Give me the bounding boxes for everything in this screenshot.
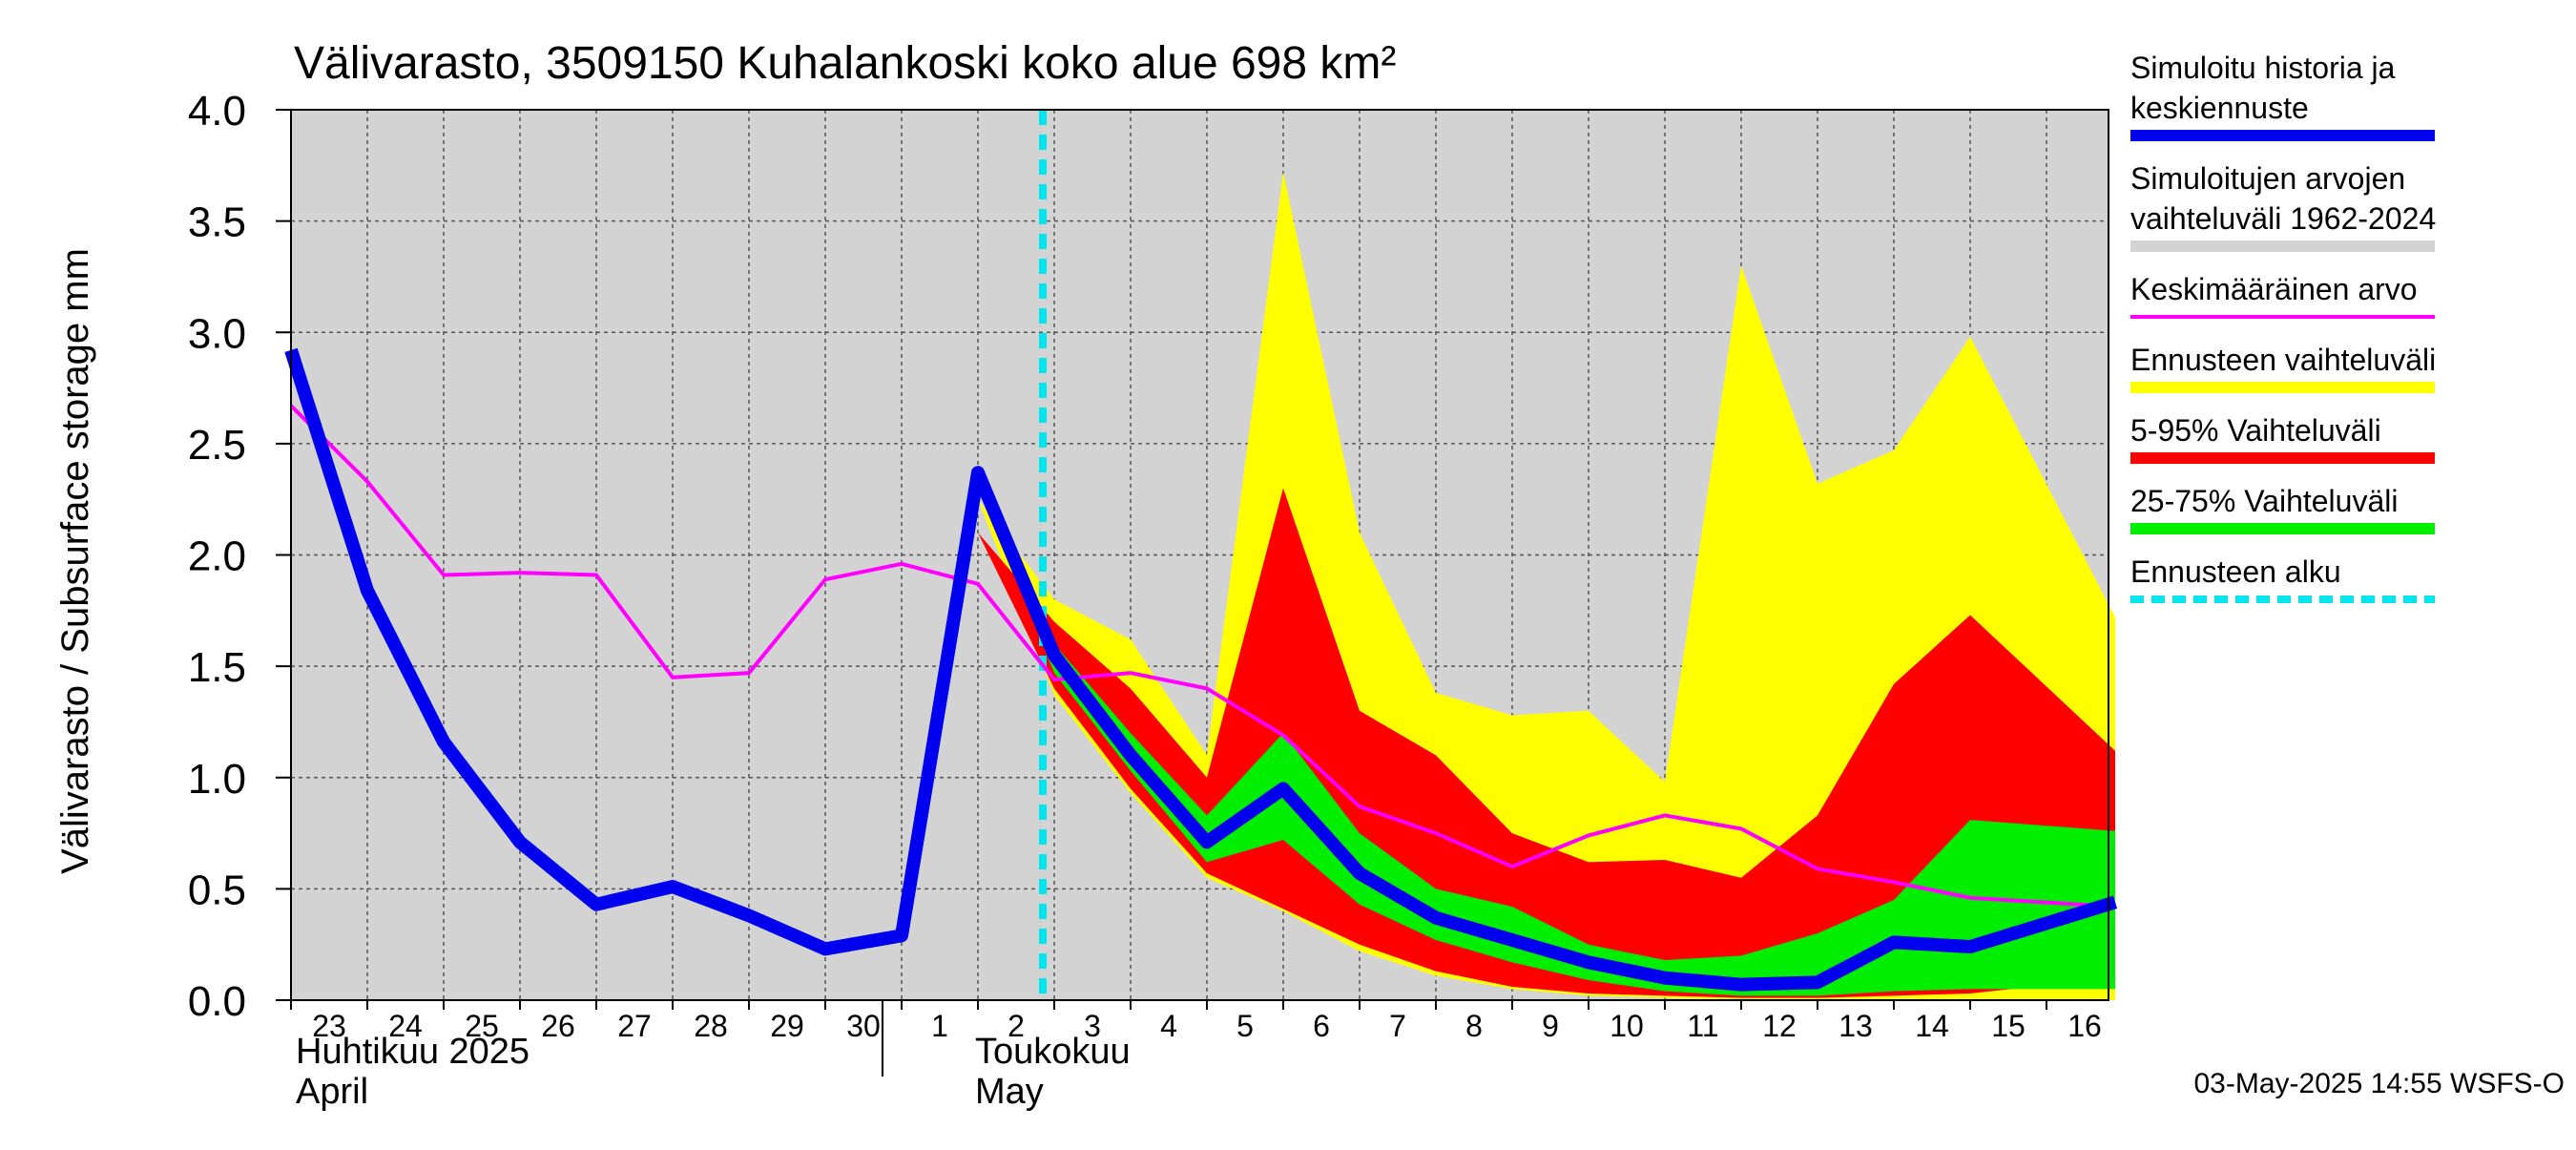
x-tick-label: 1: [931, 1009, 948, 1043]
x-tick-label: 16: [2067, 1009, 2102, 1043]
y-axis-label: Välivarasto / Subsurface storage mm: [54, 248, 96, 874]
legend-label: keskiennuste: [2130, 91, 2309, 125]
legend-label: Ennusteen alku: [2130, 554, 2341, 589]
legend-label: 5-95% Vaihteluväli: [2130, 413, 2381, 448]
legend: Simuloitu historia ja keskiennuste Simuloi…: [2130, 51, 2436, 599]
x-tick-label: 9: [1542, 1009, 1559, 1043]
y-tick-label: 2.5: [188, 422, 246, 469]
legend-label: Keskimääräinen arvo: [2130, 272, 2418, 306]
x-tick-label: 11: [1687, 1009, 1718, 1043]
x-tick-label: 12: [1762, 1009, 1797, 1043]
y-tick-label: 0.0: [188, 978, 246, 1025]
timestamp: 03-May-2025 14:55 WSFS-O: [2194, 1068, 2566, 1099]
legend-label: vaihteluväli 1962-2024: [2130, 201, 2436, 236]
y-tick-label: 3.5: [188, 199, 246, 246]
y-tick-label: 0.5: [188, 867, 246, 913]
x-tick-label: 10: [1610, 1009, 1644, 1043]
month-label-en: April: [296, 1072, 368, 1112]
legend-label: Simuloitu historia ja: [2130, 51, 2396, 85]
y-tick-label: 3.0: [188, 310, 246, 357]
y-tick-label: 4.0: [188, 88, 246, 135]
x-tick-label: 14: [1915, 1009, 1949, 1043]
x-tick-label: 5: [1236, 1009, 1254, 1043]
legend-label: Ennusteen vaihteluväli: [2130, 343, 2436, 377]
month-label-en: May: [975, 1072, 1044, 1112]
y-tick-label: 1.5: [188, 644, 246, 691]
x-tick-label: 8: [1465, 1009, 1483, 1043]
chart-title: Välivarasto, 3509150 Kuhalankoski koko a…: [294, 38, 1396, 89]
x-tick-label: 4: [1160, 1009, 1177, 1043]
month-label: Huhtikuu 2025: [296, 1032, 530, 1072]
x-tick-label: 15: [1991, 1009, 2025, 1043]
legend-label: 25-75% Vaihteluväli: [2130, 484, 2398, 518]
x-tick-label: 28: [694, 1009, 728, 1043]
x-tick-label: 29: [770, 1009, 804, 1043]
legend-label: Simuloitujen arvojen: [2130, 161, 2405, 196]
x-tick-label: 13: [1839, 1009, 1873, 1043]
x-tick-label: 27: [617, 1009, 652, 1043]
plot-area: [291, 110, 2115, 1000]
x-tick-label: 6: [1313, 1009, 1330, 1043]
y-tick-label: 1.0: [188, 756, 246, 803]
x-tick-label: 7: [1389, 1009, 1406, 1043]
x-tick-label: 30: [846, 1009, 881, 1043]
month-label: Toukokuu: [975, 1032, 1131, 1072]
y-tick-label: 2.0: [188, 533, 246, 580]
x-tick-label: 26: [541, 1009, 575, 1043]
